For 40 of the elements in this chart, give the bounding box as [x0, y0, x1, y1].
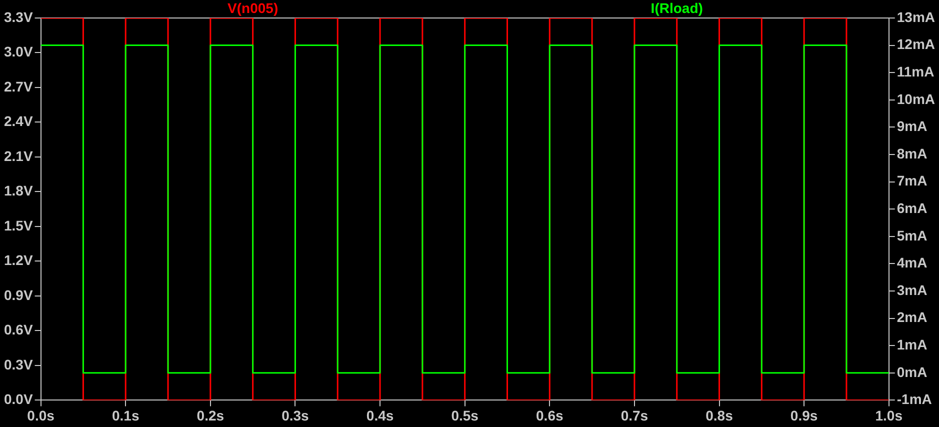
y2-tick-label: 9mA — [896, 118, 928, 134]
y2-tick-label: 13mA — [896, 8, 936, 25]
y2-tick-label: 7mA — [896, 172, 928, 189]
y-tick-label: 0.0V — [4, 391, 34, 408]
y2-tick-label: 6mA — [896, 200, 928, 216]
y-tick-label: 1.2V — [4, 252, 34, 268]
y-tick-label: 1.8V — [4, 182, 34, 199]
y2-tick-label: 2mA — [896, 309, 928, 326]
y2-tick-label: -1mA — [896, 391, 932, 408]
y-tick-label: 0.3V — [4, 356, 34, 372]
x-tick-label: 0.2s — [196, 407, 224, 424]
text: I(Rload) — [650, 0, 703, 16]
x-tick-label: 0.7s — [620, 407, 648, 424]
x-tick-label: 0.3s — [282, 407, 310, 424]
y2-tick-label: 8mA — [896, 145, 928, 162]
series-label: V(n005) — [228, 0, 278, 16]
x-tick-label: 0.5s — [451, 407, 479, 424]
x-tick-label: 0.0s — [27, 407, 55, 424]
y2-tick-label: 11mA — [896, 63, 934, 80]
y-tick-label: 3.0V — [4, 44, 34, 60]
x-tick-label: 0.6s — [536, 407, 564, 424]
x-tick-label: 0.1s — [112, 407, 140, 424]
y2-tick-label: 12mA — [896, 36, 936, 52]
y-tick-label: 0.6V — [4, 322, 34, 338]
y-tick-label: 2.1V — [4, 148, 34, 164]
y2-tick-label: 4mA — [896, 254, 928, 271]
y-tick-label: 0.9V — [4, 286, 34, 303]
x-tick-label: 0.9s — [790, 407, 818, 424]
y2-tick-label: 10mA — [896, 90, 936, 107]
y2-tick-label: 1mA — [896, 336, 928, 352]
y-tick-label: 3.3V — [4, 8, 34, 25]
y2-tick-label: 5mA — [896, 227, 928, 244]
y-tick-label: 2.4V — [4, 113, 34, 130]
x-tick-label: 0.4s — [366, 407, 394, 424]
y2-tick-label: 3mA — [896, 282, 928, 298]
y2-tick-label: 0mA — [896, 364, 928, 380]
x-tick-label: 0.8s — [706, 407, 734, 424]
x-tick-label: 1.0s — [875, 407, 903, 424]
y-tick-label: 2.7V — [4, 78, 34, 94]
y-tick-label: 1.5V — [4, 217, 34, 234]
